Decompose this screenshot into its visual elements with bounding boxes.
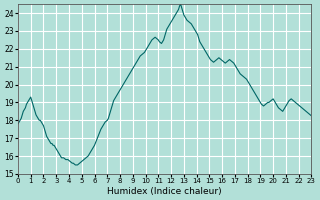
X-axis label: Humidex (Indice chaleur): Humidex (Indice chaleur) <box>108 187 222 196</box>
